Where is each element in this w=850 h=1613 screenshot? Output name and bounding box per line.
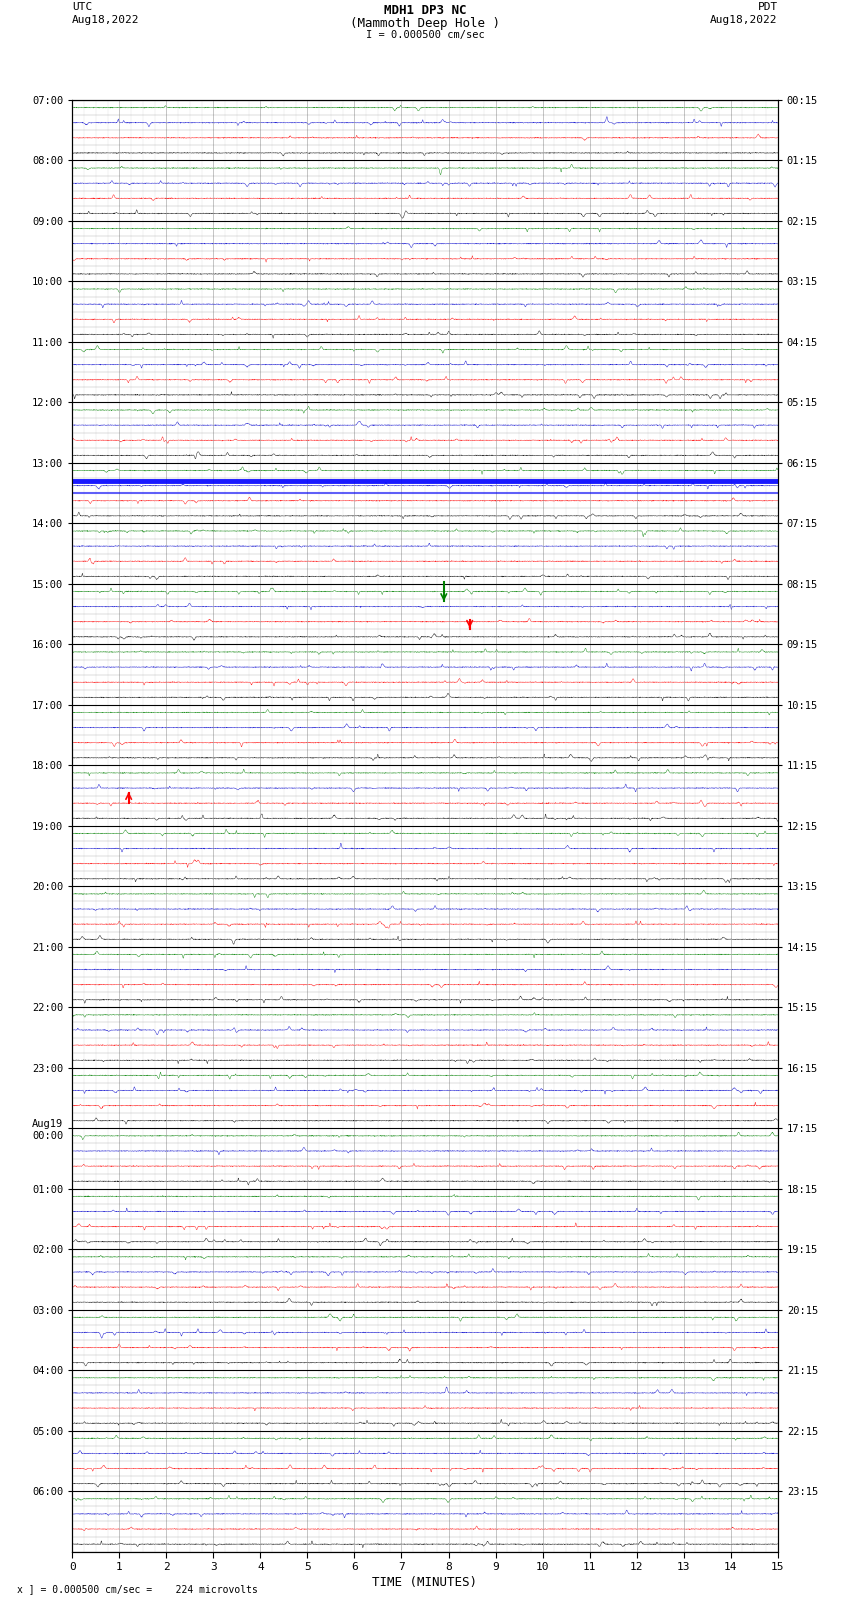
Text: (Mammoth Deep Hole ): (Mammoth Deep Hole ) — [350, 18, 500, 31]
Text: I = 0.000500 cm/sec: I = 0.000500 cm/sec — [366, 31, 484, 40]
Text: Aug18,2022: Aug18,2022 — [711, 15, 778, 24]
Text: x ] = 0.000500 cm/sec =    224 microvolts: x ] = 0.000500 cm/sec = 224 microvolts — [17, 1584, 258, 1594]
Text: MDH1 DP3 NC: MDH1 DP3 NC — [383, 5, 467, 18]
Text: PDT: PDT — [757, 2, 778, 11]
Text: Aug18,2022: Aug18,2022 — [72, 15, 139, 24]
Text: UTC: UTC — [72, 2, 93, 11]
X-axis label: TIME (MINUTES): TIME (MINUTES) — [372, 1576, 478, 1589]
